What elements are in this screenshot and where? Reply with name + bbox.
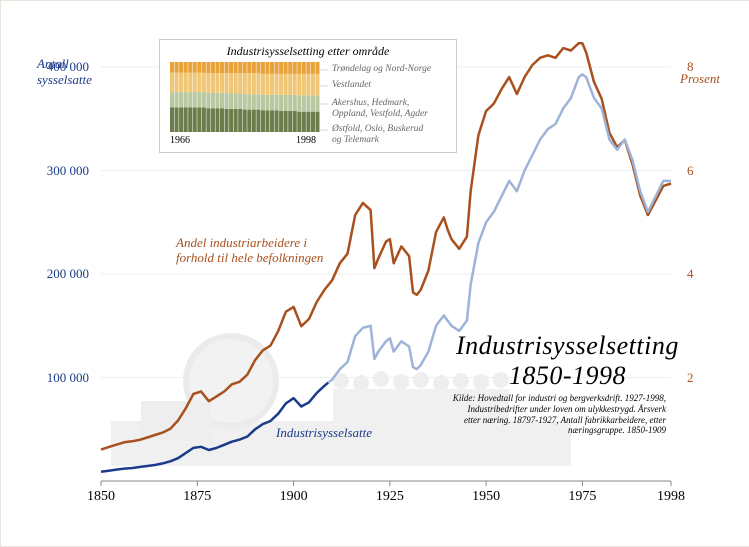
y-left-tick: 200 000 [19,266,89,282]
y-right-tick: 6 [687,163,694,179]
x-tick: 1875 [177,489,217,505]
inset-x-tick-end: 1998 [296,135,316,146]
x-tick: 1950 [466,489,506,505]
chart-title: Industrisysselsetting 1850-1998 [456,331,679,391]
chart-title-line1: Industrisysselsetting [456,331,679,360]
chart-title-line2: 1850-1998 [509,361,626,390]
inset-legend-item: Vestlandet [332,80,371,91]
y-right-tick: 8 [687,59,694,75]
inset-legend-item: Østfold, Oslo, Buskerud og Telemark [332,124,423,146]
y-right-tick: 2 [687,370,694,386]
inset-x-tick-start: 1966 [170,135,190,146]
y-left-tick: 300 000 [19,163,89,179]
y-left-tick: 100 000 [19,370,89,386]
blue-series-label: Industrisysselsatte [276,426,372,441]
y-left-tick: 400 000 [19,59,89,75]
source-citation: Kilde: Hovedtall for industri og bergver… [436,393,666,436]
brown-series-label: Andel industriarbeidere i forhold til he… [176,236,323,266]
y-right-tick: 4 [687,266,694,282]
x-tick: 1975 [562,489,602,505]
inset-legend-item: Akershus, Hedmark, Oppland, Vestfold, Ag… [332,98,428,120]
x-tick: 1925 [370,489,410,505]
x-tick: 1998 [651,489,691,505]
x-tick: 1900 [274,489,314,505]
x-tick: 1850 [81,489,121,505]
inset-panel: Industrisysselsetting etter område Trønd… [159,39,457,153]
inset-legend-item: Trøndelag og Nord-Norge [332,64,431,75]
